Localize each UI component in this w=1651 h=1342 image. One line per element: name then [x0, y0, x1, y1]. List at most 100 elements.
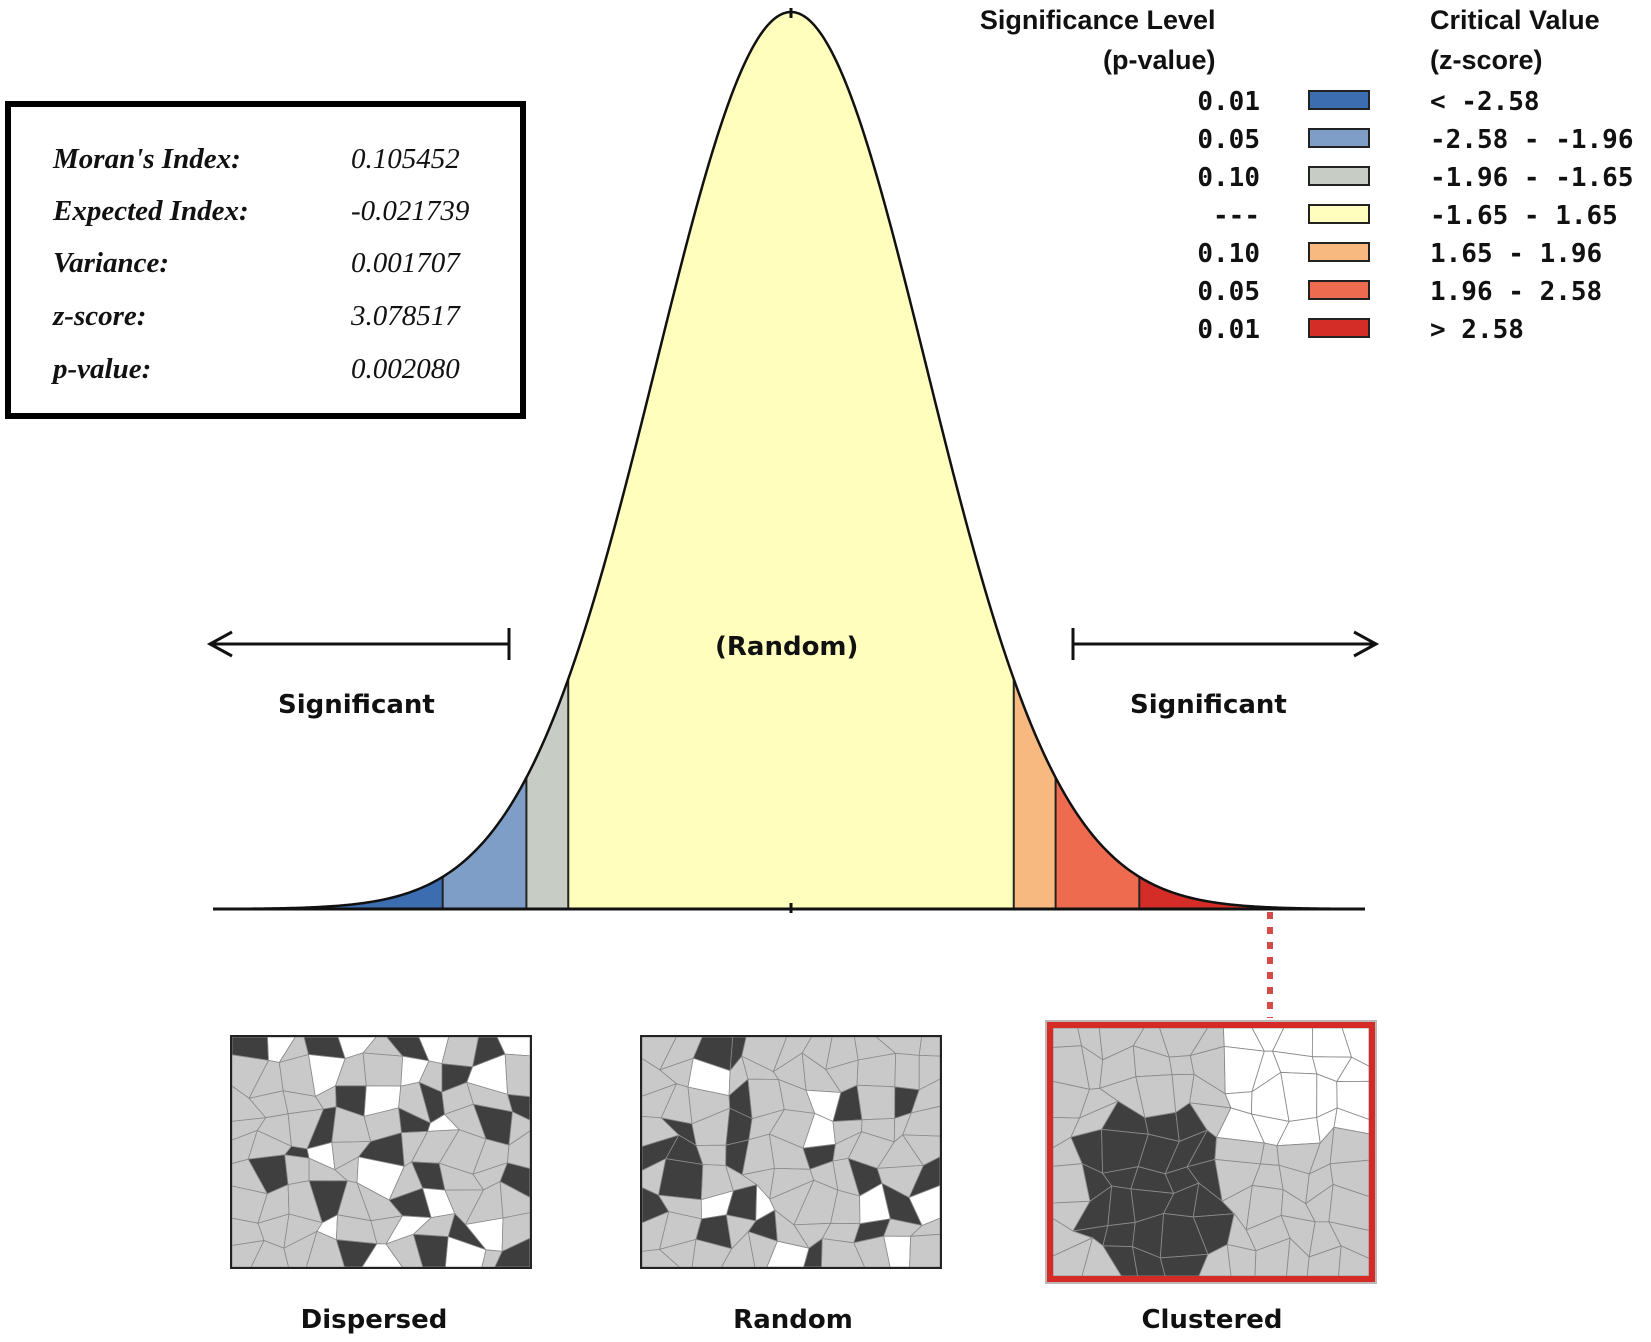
- map-cell: [499, 1180, 530, 1219]
- map-cell: [1226, 1243, 1257, 1276]
- map-cell: [1329, 1159, 1369, 1197]
- map-cell: [1341, 1028, 1369, 1067]
- band-lt-2-58: [213, 876, 443, 909]
- stat-row: z-score: 3.078517: [53, 300, 513, 344]
- map-cell: [1168, 1055, 1195, 1076]
- random-map: [640, 1035, 942, 1269]
- map-cell: [501, 1212, 530, 1253]
- legend-z-range: < -2.58: [1430, 87, 1540, 117]
- stat-label: z-score:: [53, 300, 147, 332]
- map-cell: [232, 1239, 265, 1267]
- map-cell: [250, 1239, 289, 1267]
- legend-p-value: 0.10: [1197, 239, 1260, 269]
- band-1-65-1-96: [1013, 679, 1056, 909]
- legend-critical-title: Critical Value: [1430, 5, 1600, 35]
- stat-value: -0.021739: [351, 195, 470, 227]
- map-cell: [496, 1037, 530, 1057]
- map-cell: [803, 1237, 823, 1267]
- map-cell: [908, 1156, 940, 1199]
- map-cell: [910, 1078, 940, 1114]
- band-2-58-1-96: [442, 777, 527, 909]
- legend-significance-title: Significance Level: [979, 5, 1216, 35]
- map-cell: [894, 1052, 920, 1091]
- stat-value: 0.002080: [351, 353, 460, 385]
- legend-p-value: 0.01: [1197, 87, 1260, 117]
- map-cell: [721, 1230, 756, 1267]
- map-cell: [1254, 1237, 1291, 1276]
- stat-value: 3.078517: [351, 300, 460, 332]
- clustered-map: [1045, 1020, 1377, 1284]
- legend-z-range: 1.65 - 1.96: [1430, 239, 1603, 269]
- curve-outline: [212, 10, 1365, 911]
- legend-z-range: 1.96 - 2.58: [1430, 277, 1603, 307]
- random-label: (Random): [715, 632, 859, 662]
- random-caption: Random: [733, 1305, 853, 1335]
- map-cell: [1336, 1080, 1369, 1120]
- map-cell: [1286, 1237, 1310, 1276]
- map-cell: [1102, 1221, 1136, 1248]
- significant-left-label: Significant: [278, 690, 435, 720]
- legend-swatch: [1308, 280, 1370, 300]
- map-cell: [1306, 1245, 1342, 1276]
- arrow-right-significant: [1071, 628, 1380, 660]
- map-cell: [1338, 1245, 1369, 1276]
- moran-statistics-box: Moran's Index: 0.105452 Expected Index: -0.…: [5, 101, 526, 419]
- legend-p-value: 0.01: [1197, 315, 1260, 345]
- map-cell: [883, 1235, 912, 1267]
- legend-z-range: > 2.58: [1430, 315, 1524, 345]
- map-cell: [441, 1037, 479, 1068]
- map-cell: [1328, 1221, 1369, 1259]
- stat-label: Expected Index:: [53, 195, 249, 227]
- legend-row: 0.01 > 2.58: [1140, 312, 1650, 348]
- map-cell: [658, 1238, 697, 1267]
- map-cell: [821, 1238, 866, 1267]
- map-cell: [1198, 1243, 1232, 1276]
- map-cell: [856, 1084, 896, 1121]
- legend-row: 0.10 -1.96 - -1.65: [1140, 160, 1650, 196]
- band-gt-2-58: [1139, 876, 1365, 909]
- legend-row: 0.05 1.96 - 2.58: [1140, 274, 1650, 310]
- dispersed-caption: Dispersed: [300, 1305, 448, 1335]
- map-cell: [1333, 1107, 1369, 1135]
- map-cell: [284, 1154, 310, 1186]
- band-1-96-2-58: [1055, 777, 1140, 909]
- map-cell: [642, 1248, 680, 1267]
- map-cell: [362, 1052, 404, 1087]
- significant-right-label: Significant: [1130, 690, 1287, 720]
- legend-row: 0.10 1.65 - 1.96: [1140, 236, 1650, 272]
- map-cell: [335, 1239, 378, 1267]
- map-cell: [1102, 1245, 1139, 1276]
- map-cell: [1328, 1183, 1369, 1231]
- map-cell: [766, 1240, 810, 1267]
- map-cell: [1053, 1237, 1094, 1276]
- legend-p-value: 0.10: [1197, 163, 1260, 193]
- stat-label: Moran's Index:: [53, 143, 241, 175]
- stat-row: Variance: 0.001707: [53, 247, 513, 291]
- legend-swatch: [1308, 318, 1370, 338]
- map-cell: [853, 1235, 891, 1267]
- map-cell: [507, 1093, 530, 1121]
- stat-row: Expected Index: -0.021739: [53, 195, 513, 239]
- legend-p-value: 0.05: [1197, 277, 1260, 307]
- stat-row: Moran's Index: 0.105452: [53, 143, 513, 187]
- legend-significance-header: Significance Level (p-value): [955, 0, 1216, 80]
- stat-value: 0.001707: [351, 247, 460, 279]
- map-cell: [747, 1231, 778, 1267]
- map-cell: [918, 1054, 940, 1091]
- map-cell: [481, 1249, 503, 1267]
- stat-label: p-value:: [53, 353, 152, 385]
- stat-value: 0.105452: [351, 143, 460, 175]
- map-cell: [908, 1185, 940, 1227]
- map-cell: [918, 1037, 940, 1057]
- legend-z-range: -1.65 - 1.65: [1430, 201, 1618, 231]
- map-cell: [1081, 1237, 1122, 1276]
- legend-p-value: 0.05: [1197, 125, 1260, 155]
- map-cell: [1131, 1245, 1166, 1276]
- map-cell: [444, 1236, 487, 1267]
- map-cell: [909, 1217, 940, 1237]
- map-cell: [385, 1233, 424, 1267]
- map-cell: [691, 1238, 733, 1267]
- map-cell: [412, 1233, 449, 1267]
- legend-row: 0.05 -2.58 - -1.96: [1140, 122, 1650, 158]
